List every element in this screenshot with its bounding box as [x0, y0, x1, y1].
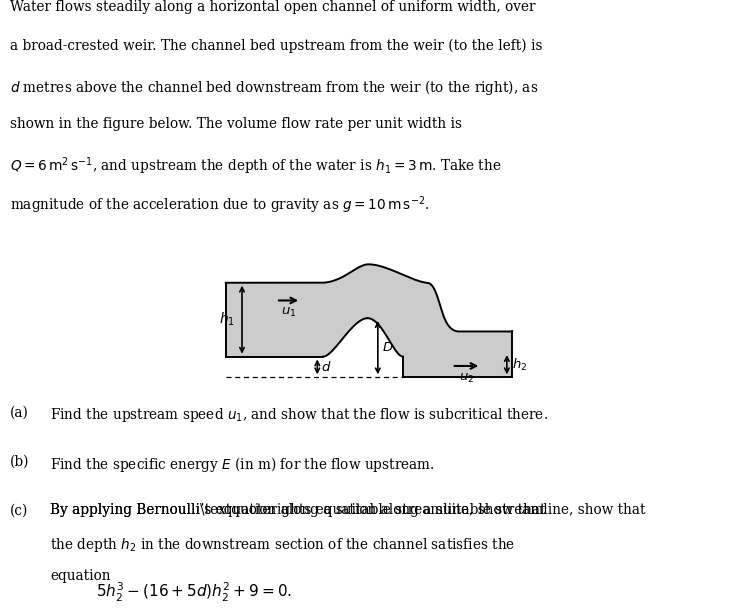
Text: By applying Bernoulli’s equation along a suitable streamline, show that: By applying Bernoulli’s equation along a…: [50, 503, 545, 517]
Text: (b): (b): [10, 455, 29, 469]
Text: $u_2$: $u_2$: [459, 372, 474, 385]
Text: $h_2$: $h_2$: [512, 357, 528, 373]
Text: equation: equation: [50, 569, 110, 583]
Text: $d$ metres above the channel bed downstream from the weir (to the right), as: $d$ metres above the channel bed downstr…: [10, 78, 538, 97]
Text: By applying Bernoulli\textquoterights equation along a suitable streamline, show: By applying Bernoulli\textquoterights eq…: [50, 503, 645, 517]
Text: (c): (c): [10, 503, 28, 517]
Text: Find the specific energy $E$ (in m) for the flow upstream.: Find the specific energy $E$ (in m) for …: [50, 455, 435, 474]
Text: Find the upstream speed $u_1$, and show that the flow is subcritical there.: Find the upstream speed $u_1$, and show …: [50, 406, 548, 424]
Text: $5h_2^3 - (16 + 5d)h_2^2 + 9 = 0.$: $5h_2^3 - (16 + 5d)h_2^2 + 9 = 0.$: [96, 580, 292, 603]
Text: $d$: $d$: [321, 360, 331, 374]
Text: Water flows steadily along a horizontal open channel of uniform width, over: Water flows steadily along a horizontal …: [10, 0, 535, 14]
Text: $Q = 6\,\mathrm{m}^2\,\mathrm{s}^{-1}$, and upstream the depth of the water is $: $Q = 6\,\mathrm{m}^2\,\mathrm{s}^{-1}$, …: [10, 155, 501, 177]
Polygon shape: [226, 264, 512, 377]
Text: $D$: $D$: [381, 341, 393, 354]
Text: $h_1$: $h_1$: [220, 311, 235, 329]
Text: (a): (a): [10, 406, 29, 420]
Text: shown in the figure below. The volume flow rate per unit width is: shown in the figure below. The volume fl…: [10, 117, 462, 130]
Text: $u_1$: $u_1$: [281, 307, 296, 319]
Text: the depth $h_2$ in the downstream section of the channel satisfies the: the depth $h_2$ in the downstream sectio…: [50, 536, 515, 554]
Text: magnitude of the acceleration due to gravity as $g = 10\,\mathrm{m\,s}^{-2}$.: magnitude of the acceleration due to gra…: [10, 195, 429, 216]
Text: a broad-crested weir. The channel bed upstream from the weir (to the left) is: a broad-crested weir. The channel bed up…: [10, 39, 542, 53]
